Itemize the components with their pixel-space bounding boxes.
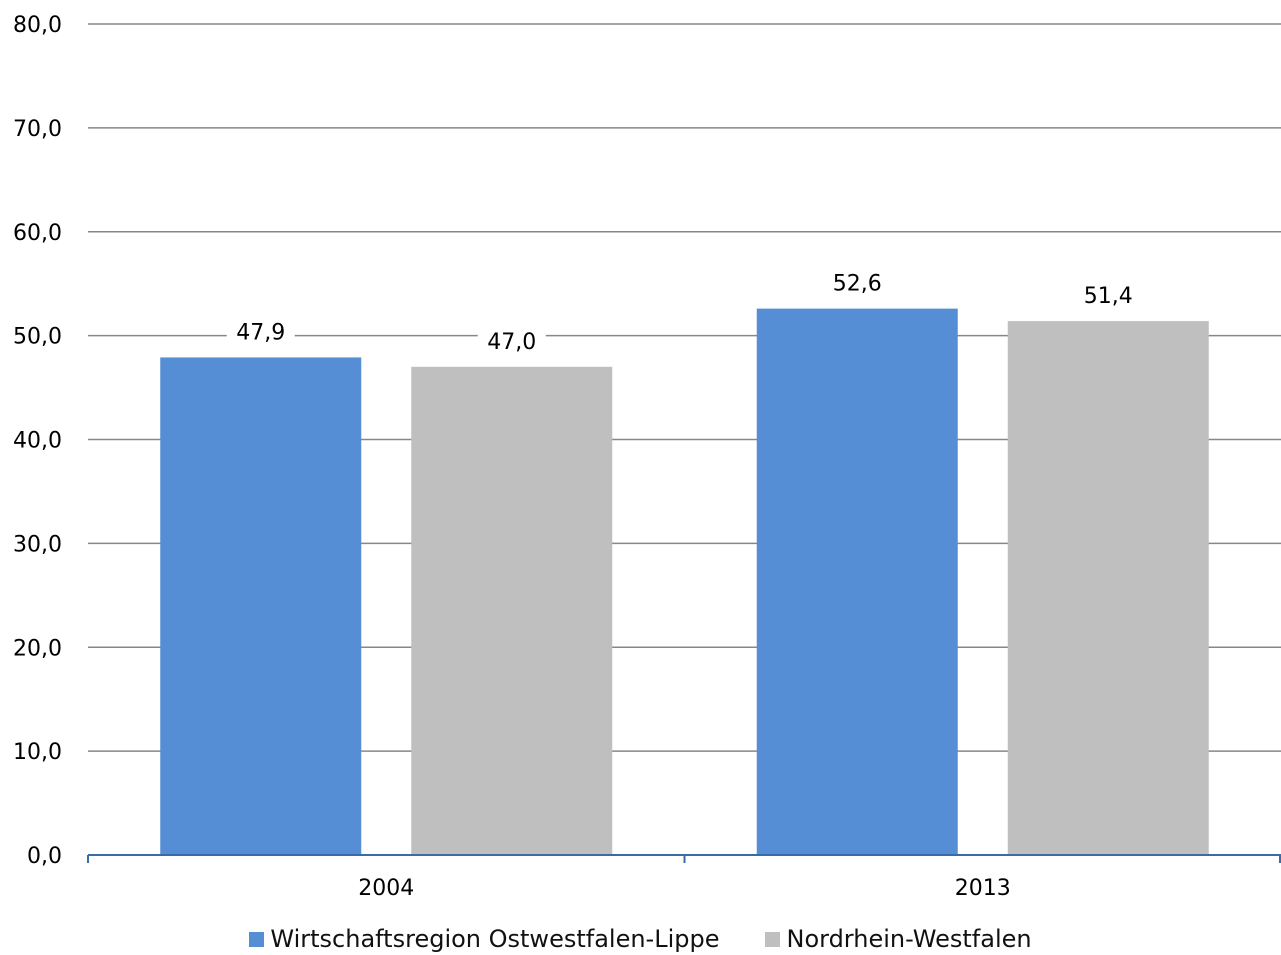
data-label-background	[823, 269, 892, 298]
y-tick-label: 50,0	[13, 325, 62, 350]
data-label: 52,6	[833, 272, 882, 297]
legend-swatch-series-2	[765, 932, 781, 947]
y-tick-label: 10,0	[13, 740, 62, 765]
labels: 0,0 10,0 20,0 30,0 40,0 50,0 60,0 70,0 80,0 47,9 4…	[13, 13, 1143, 901]
y-tick-label: 40,0	[13, 429, 62, 454]
y-tick-label: 0,0	[27, 844, 62, 869]
legend-item-series-2: Nordrhein-Westfalen	[765, 924, 1032, 955]
bar-series-1-2004	[160, 357, 362, 855]
y-tick-label: 20,0	[13, 636, 62, 661]
x-tick-label: 2013	[955, 876, 1011, 901]
data-label: 51,4	[1084, 284, 1133, 309]
data-label-background	[1074, 282, 1143, 311]
y-tick-label: 80,0	[13, 13, 62, 38]
data-label: 47,9	[236, 320, 285, 345]
legend-item-series-1: Wirtschaftsregion Ostwestfalen-Lippe	[249, 924, 719, 955]
y-tick-label: 30,0	[13, 532, 62, 557]
bar-series-2-2013	[1007, 321, 1209, 855]
bar-series-2-2004	[411, 366, 613, 855]
data-label-background	[226, 318, 295, 347]
legend-label-series-2: Nordrhein-Westfalen	[786, 925, 1032, 953]
y-tick-label: 70,0	[13, 117, 62, 142]
legend-swatch-series-1	[249, 932, 265, 947]
bar-series-1-2013	[756, 308, 958, 855]
data-label: 47,0	[487, 330, 536, 355]
x-tick-label: 2004	[358, 876, 414, 901]
bars	[160, 308, 1209, 855]
bar-chart: 0,0 10,0 20,0 30,0 40,0 50,0 60,0 70,0 80,0 47,9 4…	[13, 13, 1281, 901]
legend: Wirtschaftsregion Ostwestfalen-Lippe Nor…	[0, 924, 1281, 955]
x-axis	[87, 854, 1281, 863]
legend-label-series-1: Wirtschaftsregion Ostwestfalen-Lippe	[270, 925, 720, 953]
data-label-background	[477, 327, 546, 356]
y-tick-label: 60,0	[13, 221, 62, 246]
